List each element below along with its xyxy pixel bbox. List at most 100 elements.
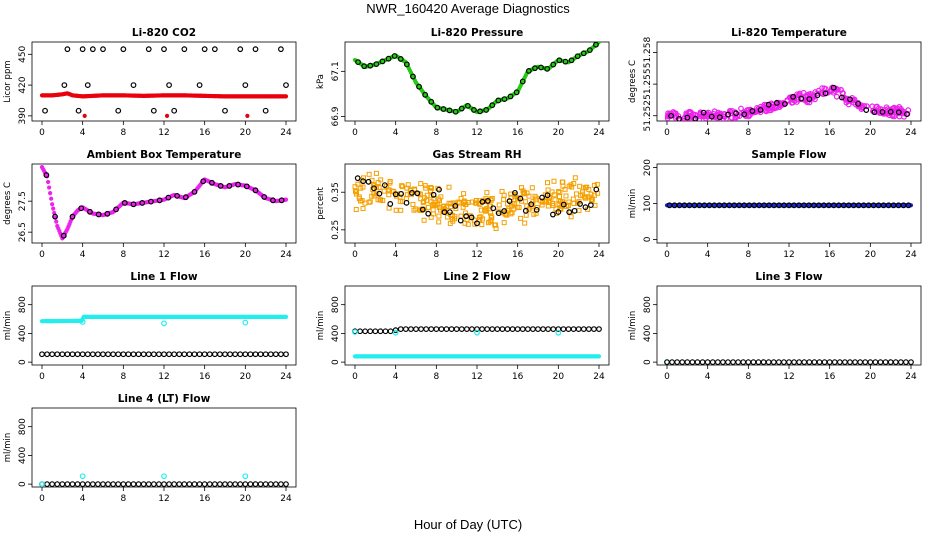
data-point xyxy=(464,102,471,109)
data-point xyxy=(64,481,71,487)
data-point xyxy=(513,89,520,96)
data-point xyxy=(398,190,404,197)
data-point xyxy=(376,190,383,197)
data-point xyxy=(760,359,767,365)
data-point xyxy=(49,351,56,358)
data-point xyxy=(428,199,434,205)
data-point xyxy=(587,202,594,208)
data-point xyxy=(847,96,853,103)
data-point xyxy=(430,207,436,213)
data-point xyxy=(892,359,899,365)
data-point xyxy=(773,100,780,106)
data-point xyxy=(526,193,532,199)
panel-title: Line 4 (LT) Flow xyxy=(118,393,211,405)
data-point xyxy=(580,50,587,57)
data-point xyxy=(191,481,198,487)
data-point xyxy=(161,46,167,53)
data-point xyxy=(769,105,776,112)
data-point xyxy=(867,359,874,365)
x-tick-label: 20 xyxy=(865,250,877,260)
data-point xyxy=(89,481,96,487)
x-tick-label: 4 xyxy=(705,128,711,138)
data-point xyxy=(550,326,557,332)
data-point xyxy=(786,359,792,365)
data-point xyxy=(571,200,577,206)
data-point xyxy=(538,64,544,71)
data-point xyxy=(430,202,436,208)
data-point xyxy=(171,351,178,358)
data-point xyxy=(130,201,137,208)
data-point xyxy=(558,198,564,204)
data-point xyxy=(79,319,86,325)
x-tick-label: 16 xyxy=(512,250,524,260)
data-point xyxy=(448,326,455,332)
data-point xyxy=(278,351,284,358)
data-point xyxy=(374,191,380,197)
data-point xyxy=(362,200,368,206)
data-point xyxy=(477,108,483,115)
data-point xyxy=(433,202,439,208)
data-point xyxy=(411,207,417,213)
data-point xyxy=(61,82,68,88)
data-point xyxy=(69,351,76,358)
data-point xyxy=(267,351,274,358)
data-point xyxy=(404,192,410,198)
x-tick-label: 20 xyxy=(553,250,565,260)
y-tick-label: 100 xyxy=(643,195,653,212)
data-point xyxy=(252,187,259,194)
data-point xyxy=(227,481,233,487)
data-point xyxy=(485,220,491,226)
data-point xyxy=(357,328,363,335)
y-tick-label: 400 xyxy=(331,325,341,342)
data-point xyxy=(48,191,53,196)
series-2 xyxy=(42,46,289,114)
data-point xyxy=(675,113,682,119)
x-tick-label: 8 xyxy=(120,128,126,138)
data-point xyxy=(252,351,259,358)
panel-frame xyxy=(31,41,297,122)
data-point xyxy=(580,326,587,332)
data-point xyxy=(489,326,496,332)
data-point xyxy=(100,481,106,487)
y-tick-label: 0 xyxy=(18,481,28,487)
data-point xyxy=(490,205,497,212)
data-point xyxy=(440,106,447,112)
data-point xyxy=(392,327,399,334)
data-point xyxy=(524,326,531,332)
data-point xyxy=(79,473,86,480)
data-point xyxy=(708,113,715,120)
data-point xyxy=(666,113,672,119)
data-point xyxy=(39,351,45,358)
data-point xyxy=(711,108,718,115)
plot-area xyxy=(39,46,289,118)
data-point xyxy=(150,481,157,487)
series-2 xyxy=(666,202,912,209)
x-tick-label: 20 xyxy=(865,128,877,138)
series-2 xyxy=(352,326,602,335)
data-point xyxy=(47,185,52,190)
y-tick-label: 0 xyxy=(643,236,653,242)
data-point xyxy=(247,481,254,487)
data-point xyxy=(842,359,848,365)
data-point xyxy=(125,481,132,487)
y-tick-label: 450 xyxy=(18,45,28,62)
data-point xyxy=(479,222,485,228)
data-point xyxy=(64,351,71,358)
x-tick-label: 12 xyxy=(783,250,794,260)
data-point xyxy=(110,351,117,358)
plot-area xyxy=(664,202,914,209)
chart-panel-9: Line 3 Flow 0 400 800 ml/min 0 4 8 12 16 20 24 xyxy=(628,271,922,382)
series-1 xyxy=(664,84,912,121)
series-2 xyxy=(39,473,249,487)
data-point xyxy=(186,481,193,487)
data-point xyxy=(261,194,268,200)
data-point xyxy=(838,94,845,101)
data-point xyxy=(283,351,289,358)
data-point xyxy=(905,202,912,209)
data-point xyxy=(545,187,551,193)
data-point xyxy=(584,194,590,200)
data-point xyxy=(474,329,480,336)
data-point xyxy=(512,189,518,196)
data-point xyxy=(366,171,372,177)
